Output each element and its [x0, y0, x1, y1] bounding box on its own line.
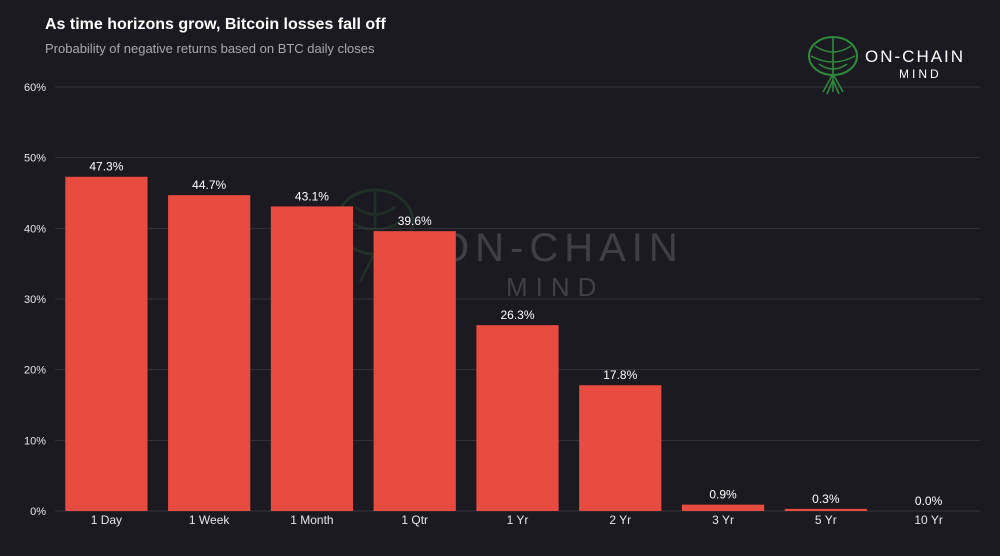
x-category-label: 2 Yr [609, 513, 631, 527]
watermark-text-main: ON-CHAIN [438, 226, 684, 270]
bar-value-label: 47.3% [89, 160, 123, 174]
chart-title: As time horizons grow, Bitcoin losses fa… [45, 16, 386, 33]
labels: 0% 10% 20% 30% 40% 50% 60% 47.3% 1 Day 44.7% 1 Wee… [24, 82, 943, 527]
x-category-label: 1 Week [189, 513, 230, 527]
bars [65, 176, 867, 511]
x-category-label: 3 Yr [712, 513, 734, 527]
x-category-label: 10 Yr [914, 513, 942, 527]
logo-text-main: ON-CHAIN [865, 47, 966, 66]
x-category-label: 1 Month [290, 513, 333, 527]
y-tick-label: 50% [24, 153, 46, 165]
bar-value-label: 0.9% [709, 488, 737, 502]
bar-1-qtr [373, 231, 456, 511]
brand-logo: ON-CHAIN MIND [805, 34, 980, 96]
bar-1-week [168, 195, 251, 511]
bar-value-label: 17.8% [603, 368, 637, 382]
y-tick-label: 20% [24, 365, 46, 377]
bar-3-yr [681, 504, 765, 511]
y-tick-label: 10% [24, 435, 46, 447]
y-tick-label: 30% [24, 294, 46, 306]
bar-1-month [270, 206, 354, 511]
logo-text-sub: MIND [899, 67, 942, 81]
x-category-label: 1 Day [91, 513, 122, 527]
y-tick-label: 40% [24, 223, 46, 235]
bar-1-yr [476, 325, 559, 511]
bar-5-yr [784, 508, 867, 511]
bar-value-label: 44.7% [192, 178, 226, 192]
bar-value-label: 0.0% [915, 494, 943, 508]
bar-2-yr [579, 385, 662, 511]
y-tick-label: 60% [24, 82, 46, 94]
bar-1-day [65, 176, 148, 511]
y-tick-label: 0% [30, 506, 46, 518]
watermark-text-sub: MIND [506, 272, 605, 302]
x-category-label: 5 Yr [815, 513, 837, 527]
chart-subtitle: Probability of negative returns based on… [45, 41, 375, 56]
bar-value-label: 43.1% [295, 189, 329, 203]
bar-value-label: 26.3% [500, 308, 534, 322]
x-category-label: 1 Qtr [401, 513, 428, 527]
x-category-label: 1 Yr [507, 513, 529, 527]
brain-tree-icon [808, 36, 858, 95]
bar-value-label: 0.3% [812, 492, 840, 506]
bar-value-label: 39.6% [398, 214, 432, 228]
